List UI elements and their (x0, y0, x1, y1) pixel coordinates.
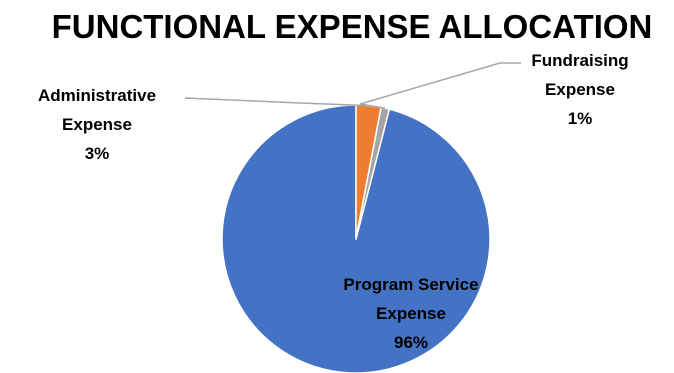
data-label-2-line-2: 1% (568, 109, 593, 128)
leader-line-1 (184, 97, 369, 107)
data-label-2-line-0: Fundraising (531, 51, 628, 70)
pie-slices (221, 104, 491, 373)
data-label-0-line-2: 96% (394, 333, 428, 352)
leader-lines (184, 62, 521, 109)
data-label-0-line-0: Program Service (343, 275, 478, 294)
data-label-0-line-1: Expense (376, 304, 446, 323)
data-label-1-line-2: 3% (85, 144, 110, 163)
data-label-2-line-1: Expense (545, 80, 615, 99)
leader-line-2 (359, 62, 521, 109)
data-label-1-line-0: Administrative (38, 86, 156, 105)
chart-title: FUNCTIONAL EXPENSE ALLOCATION (52, 8, 653, 45)
data-label-1-line-1: Expense (62, 115, 132, 134)
data-labels: Program Service Expense 96% Administrative E… (38, 51, 629, 352)
